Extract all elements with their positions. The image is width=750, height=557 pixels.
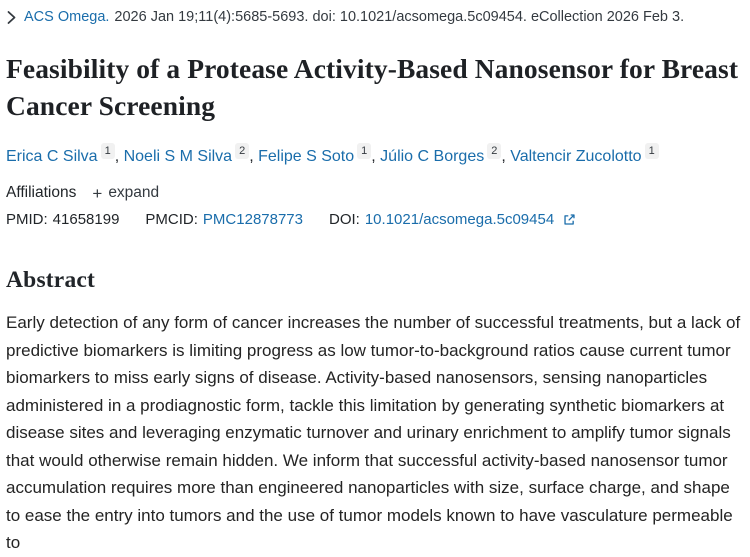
- pmcid-label: PMCID:: [145, 211, 198, 228]
- pmcid-group: PMCID: PMC12878773: [145, 211, 303, 228]
- page-title: Feasibility of a Protease Activity-Based…: [6, 53, 739, 121]
- author-separator: ,: [114, 148, 124, 165]
- expand-label: expand: [108, 184, 160, 201]
- pmid-group: PMID: 41658199: [6, 211, 119, 228]
- author-link[interactable]: Júlio C Borges: [380, 148, 485, 165]
- external-link-icon[interactable]: [563, 213, 576, 226]
- abstract-text: Early detection of any form of cancer in…: [6, 313, 741, 552]
- doi-link[interactable]: 10.1021/acsomega.5c09454: [364, 211, 555, 228]
- author-separator: ,: [249, 148, 259, 165]
- authors-list: Erica C Silva 1, Noeli S M Silva 2, Felipe…: [6, 142, 745, 169]
- journal-link[interactable]: ACS Omega.: [24, 9, 110, 25]
- citation-details: 2026 Jan 19;11(4):5685-5693. doi: 10.102…: [114, 9, 685, 25]
- author-affiliation-superscript[interactable]: 2: [235, 142, 250, 159]
- chevron-right-icon: [6, 10, 17, 25]
- author-affiliation-superscript[interactable]: 1: [644, 142, 659, 159]
- author-separator: ,: [501, 148, 511, 165]
- affiliations-label: Affiliations: [6, 184, 77, 201]
- pmcid-link[interactable]: PMC12878773: [202, 211, 303, 228]
- author-affiliation-superscript[interactable]: 1: [357, 142, 372, 159]
- expand-affiliations-button[interactable]: + expand: [92, 184, 159, 202]
- author-link[interactable]: Erica C Silva: [6, 148, 98, 165]
- identifiers-row: PMID: 41658199 PMCID: PMC12878773 DOI: 1…: [6, 211, 745, 228]
- author-affiliation-superscript[interactable]: 1: [100, 142, 115, 159]
- pmid-label: PMID:: [6, 211, 48, 228]
- author-link[interactable]: Noeli S M Silva: [123, 148, 233, 165]
- doi-label: DOI:: [329, 211, 360, 228]
- author-affiliation-superscript[interactable]: 2: [487, 142, 502, 159]
- abstract-heading: Abstract: [6, 267, 96, 293]
- pmid-value: 41658199: [52, 211, 120, 228]
- author-separator: ,: [371, 148, 381, 165]
- author-link[interactable]: Valtencir Zucolotto: [510, 148, 642, 165]
- affiliations-row: Affiliations + expand: [6, 184, 745, 202]
- doi-group: DOI: 10.1021/acsomega.5c09454: [329, 211, 576, 228]
- author-link[interactable]: Felipe S Soto: [258, 148, 355, 165]
- citation-line: ACS Omega. 2026 Jan 19;11(4):5685-5693. …: [6, 8, 745, 27]
- plus-icon: +: [92, 183, 103, 203]
